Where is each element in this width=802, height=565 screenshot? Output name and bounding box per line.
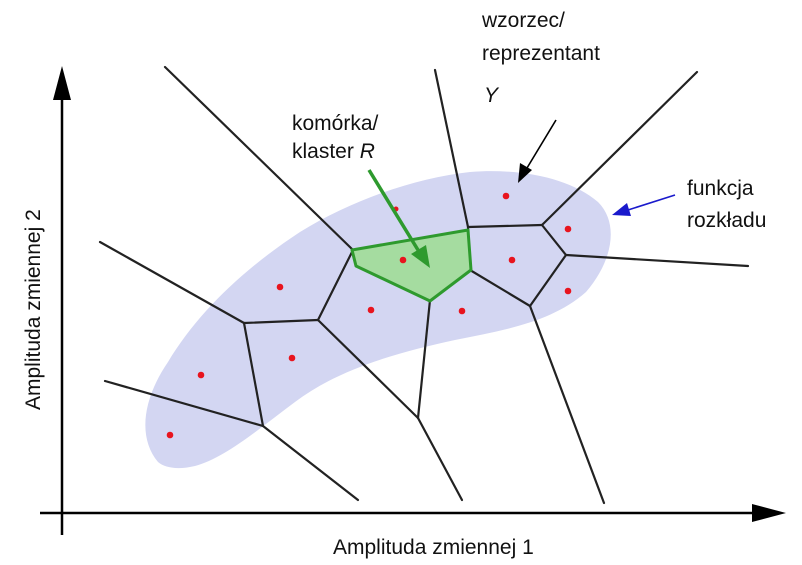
prototype-point	[508, 256, 516, 264]
y-axis-label: Amplituda zmiennej 2	[22, 209, 45, 410]
voronoi-edge	[540, 223, 568, 257]
distribution-region	[145, 171, 611, 469]
y-axis-arrowhead	[53, 66, 71, 100]
voronoi-edge	[98, 240, 246, 325]
prototype-point	[564, 225, 572, 233]
distribution-pointer	[627, 194, 676, 211]
voronoi-edge	[466, 223, 544, 229]
voronoi-edge	[242, 321, 265, 428]
prototype-point	[197, 371, 205, 379]
voronoi-edge	[468, 268, 532, 308]
prototype-point	[166, 431, 174, 439]
voronoi-edges	[98, 65, 750, 505]
prototype-point	[276, 283, 284, 291]
prototype-point	[458, 307, 466, 315]
prototype-pointer	[526, 119, 557, 169]
voronoi-edge	[242, 318, 320, 325]
cell-pointer	[367, 169, 420, 251]
voronoi-edge	[416, 416, 464, 502]
prototype-point	[399, 256, 407, 264]
voronoi-edge	[261, 424, 360, 502]
prototype-point	[502, 192, 510, 200]
voronoi-edge	[540, 70, 699, 227]
distribution-label-line1: funkcja	[687, 177, 754, 200]
x-axis-label: Amplituda zmiennej 1	[333, 536, 534, 559]
distribution-label-line2: rozkładu	[687, 209, 766, 232]
x-axis-arrowhead	[752, 504, 786, 522]
prototype-symbol: Y	[484, 84, 500, 107]
voronoi-edge	[316, 318, 420, 420]
cell-label-prefix: klaster	[292, 140, 360, 163]
voronoi-edge	[564, 253, 750, 268]
voronoi-edge	[416, 298, 432, 420]
prototype-arrowhead	[518, 163, 532, 183]
cell-label-line2: klaster R	[292, 140, 375, 163]
cell-symbol: R	[360, 140, 375, 163]
prototype-point	[564, 287, 572, 295]
voronoi-edge	[528, 304, 606, 505]
prototype-point	[367, 306, 375, 314]
voronoi-edge	[163, 65, 355, 252]
prototype-points	[166, 192, 572, 439]
prototype-label-line1: wzorzec/	[481, 9, 565, 32]
voronoi-edge	[316, 248, 355, 322]
prototype-label-line2: reprezentant	[482, 42, 600, 65]
prototype-point	[288, 354, 296, 362]
cell-label-line1: komórka/	[292, 112, 379, 135]
voronoi-edge	[528, 253, 568, 308]
cell-arrowhead	[411, 245, 430, 268]
voronoi-edge	[433, 68, 470, 229]
highlighted-cell	[350, 228, 473, 303]
voronoi-edge	[103, 379, 265, 428]
distribution-arrowhead	[612, 203, 631, 216]
